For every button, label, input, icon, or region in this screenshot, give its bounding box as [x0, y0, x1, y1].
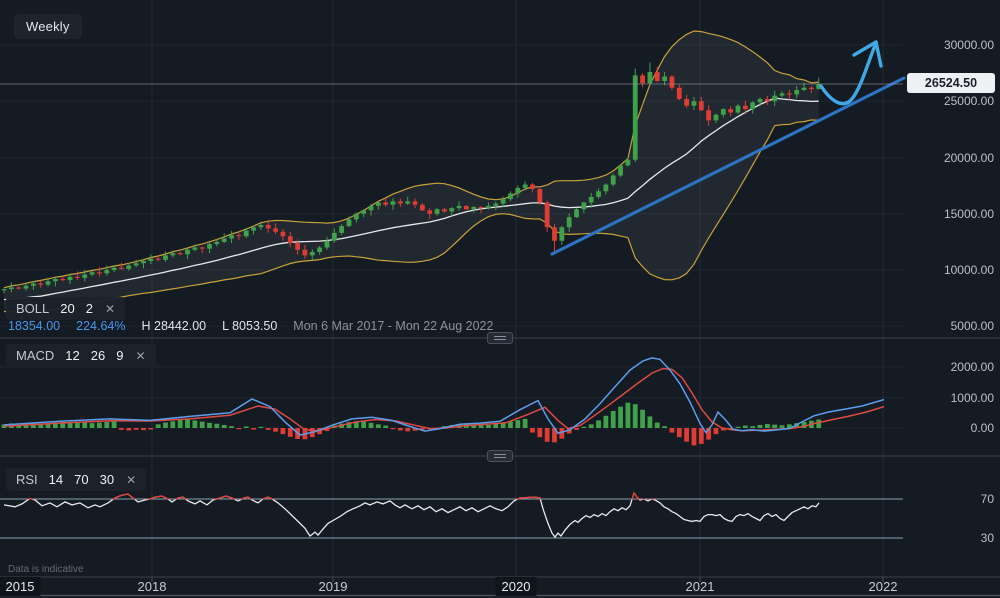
axis-tick-label: 15000.00: [943, 206, 994, 221]
annotations: [0, 40, 906, 256]
axis-tick-label: 0.00: [970, 421, 994, 435]
current-price-label: 26524.50: [907, 73, 995, 93]
macd-param-slow: 26: [90, 348, 106, 363]
rsi-close-icon[interactable]: ✕: [126, 472, 137, 487]
rsi-indicator-legend: RSI 14 70 30 ✕: [6, 468, 147, 491]
macd-pane: [1, 357, 885, 446]
axis-tick-label: 70: [980, 492, 994, 506]
year-axis-label: 2019: [318, 579, 348, 594]
pane-separators: [0, 337, 1000, 597]
macd-param-fast: 12: [65, 348, 80, 363]
boll-values-row: 18354.00 224.64% H 28442.00 L 8053.50 Mo…: [8, 319, 493, 333]
data-indicative-note: Data is indicative: [8, 564, 84, 575]
arrow-drawing-shaft[interactable]: [819, 41, 878, 106]
period-low-value: L 8053.50: [222, 319, 278, 333]
axis-tick-label: 30: [980, 531, 994, 545]
timeframe-button[interactable]: Weekly: [14, 14, 82, 39]
axis-tick-label: 1000.00: [950, 390, 994, 405]
rsi-param-ob: 70: [74, 472, 89, 487]
boll-close-icon[interactable]: ✕: [104, 301, 116, 316]
boll-label: BOLL: [16, 301, 50, 316]
rsi-pane: [0, 491, 903, 539]
boll-param-mult: 2: [85, 301, 93, 316]
year-axis-label: 2021: [685, 579, 715, 594]
bollinger-bands: [3, 30, 819, 313]
pane-resize-handle-rsi[interactable]: [487, 450, 513, 462]
axis-tick-label: 2000.00: [950, 360, 994, 374]
macd-close-icon[interactable]: ✕: [135, 348, 146, 363]
candlestick-series: [1, 62, 822, 294]
macd-label: MACD: [16, 348, 55, 363]
arrow-drawing-barb-right[interactable]: [874, 40, 883, 68]
price-axis[interactable]: [903, 0, 1000, 577]
rsi-param-os: 30: [99, 472, 115, 487]
year-axis-label: 2020: [495, 577, 537, 596]
axis-tick-label: 5000.00: [950, 319, 994, 334]
boll-indicator-legend: BOLL 20 2 ✕: [6, 297, 126, 320]
boll-percent-value: 224.64%: [76, 319, 126, 333]
axis-tick-label: 20000.00: [943, 150, 994, 165]
axis-tick-label: 10000.00: [943, 263, 994, 277]
date-range-label: Mon 6 Mar 2017 - Mon 22 Aug 2022: [293, 319, 494, 333]
trendline-drawing[interactable]: [550, 76, 906, 256]
year-axis-label: 2022: [868, 579, 898, 594]
year-axis-label: 2018: [137, 579, 167, 594]
pane-resize-handle-macd[interactable]: [487, 332, 513, 344]
macd-param-signal: 9: [116, 348, 124, 363]
year-axis-label: 2015: [0, 577, 41, 596]
rsi-param-period: 14: [48, 472, 64, 487]
boll-param-period: 20: [60, 301, 75, 316]
boll-basis-value: 18354.00: [8, 319, 61, 333]
arrow-drawing-barb-left[interactable]: [852, 40, 878, 57]
rsi-label: RSI: [16, 472, 38, 487]
axis-tick-label: 30000.00: [943, 38, 994, 52]
macd-indicator-legend: MACD 12 26 9 ✕: [6, 344, 156, 367]
axis-tick-label: 25000.00: [943, 94, 994, 109]
period-high-value: H 28442.00: [141, 319, 207, 333]
